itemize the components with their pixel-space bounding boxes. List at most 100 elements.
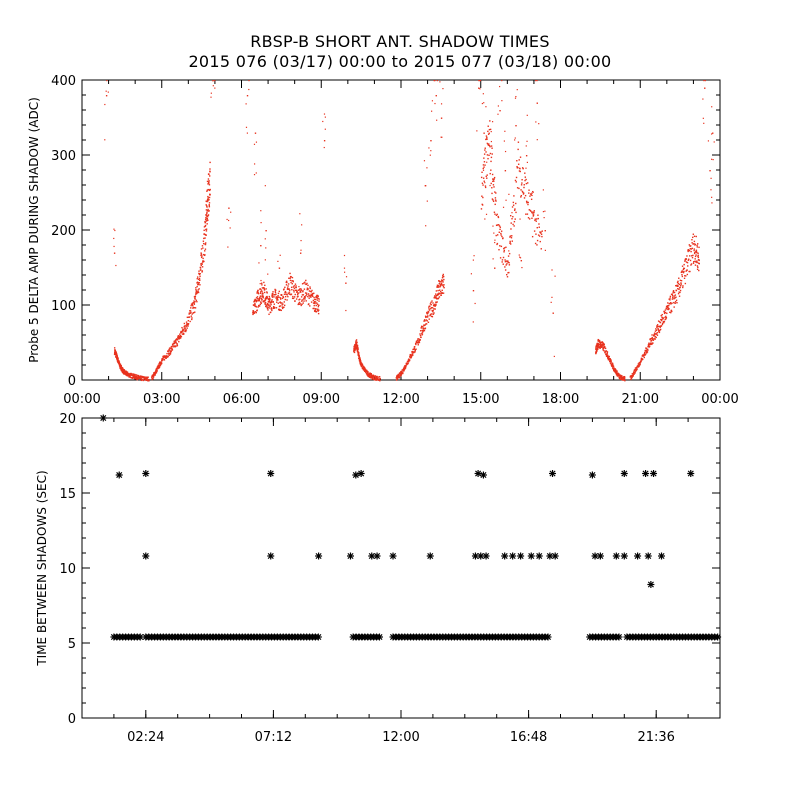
y-tick-label: 10 bbox=[59, 562, 76, 577]
data-point bbox=[199, 273, 201, 275]
data-point bbox=[536, 80, 538, 82]
data-point bbox=[318, 304, 320, 307]
data-point bbox=[704, 80, 706, 82]
data-point bbox=[512, 204, 515, 206]
data-point bbox=[212, 85, 214, 87]
data-point bbox=[673, 301, 675, 304]
data-point bbox=[669, 311, 671, 314]
data-point bbox=[697, 255, 699, 258]
data-point bbox=[656, 326, 658, 328]
data-point bbox=[283, 293, 286, 295]
data-point bbox=[158, 364, 160, 367]
data-point bbox=[278, 290, 280, 293]
data-point bbox=[315, 308, 317, 310]
data-point bbox=[595, 347, 597, 349]
data-point bbox=[509, 241, 511, 244]
data-point bbox=[142, 470, 150, 477]
data-point bbox=[436, 285, 439, 288]
data-point bbox=[482, 93, 484, 95]
data-point bbox=[441, 279, 443, 281]
data-point bbox=[420, 336, 422, 339]
data-point bbox=[658, 552, 666, 560]
data-point bbox=[692, 243, 694, 245]
data-point bbox=[644, 353, 647, 355]
data-point bbox=[436, 298, 438, 300]
data-point bbox=[509, 215, 512, 217]
data-point bbox=[523, 184, 525, 186]
data-point bbox=[508, 193, 510, 195]
data-point bbox=[301, 303, 303, 306]
data-point bbox=[309, 290, 312, 293]
data-point bbox=[302, 290, 304, 292]
data-point bbox=[602, 342, 605, 345]
data-point bbox=[207, 197, 210, 199]
data-point bbox=[293, 289, 295, 291]
data-point bbox=[154, 374, 156, 376]
data-point bbox=[439, 81, 441, 83]
data-point bbox=[670, 303, 672, 305]
data-point bbox=[291, 283, 293, 285]
data-point bbox=[122, 367, 124, 370]
data-point bbox=[643, 351, 646, 354]
data-point bbox=[645, 349, 647, 352]
data-point bbox=[687, 249, 690, 251]
data-point bbox=[523, 186, 525, 189]
data-point bbox=[293, 296, 296, 298]
data-point bbox=[357, 347, 359, 349]
data-point bbox=[200, 256, 203, 259]
data-point bbox=[311, 289, 313, 292]
data-point bbox=[430, 140, 432, 142]
data-point bbox=[438, 280, 440, 282]
data-point bbox=[313, 304, 315, 307]
data-point bbox=[181, 331, 183, 334]
data-point bbox=[316, 309, 318, 311]
data-point bbox=[256, 298, 259, 300]
data-point bbox=[148, 380, 150, 382]
data-point bbox=[297, 289, 300, 291]
data-point bbox=[279, 254, 281, 256]
data-point bbox=[360, 360, 362, 362]
data-point bbox=[427, 311, 430, 313]
data-point bbox=[631, 375, 633, 377]
data-point bbox=[619, 378, 622, 380]
data-point bbox=[258, 262, 260, 264]
data-point bbox=[418, 341, 421, 344]
data-point bbox=[170, 350, 172, 353]
data-point bbox=[354, 349, 356, 352]
data-point bbox=[514, 137, 516, 139]
data-point bbox=[424, 324, 426, 326]
data-point bbox=[696, 246, 699, 248]
data-point bbox=[194, 297, 196, 300]
data-point bbox=[663, 312, 666, 315]
data-point bbox=[277, 299, 279, 301]
data-point bbox=[198, 273, 201, 276]
data-point bbox=[516, 160, 518, 162]
data-point bbox=[266, 291, 268, 293]
data-point bbox=[520, 194, 523, 197]
data-point bbox=[268, 295, 271, 298]
data-point bbox=[315, 298, 317, 301]
data-point bbox=[369, 372, 372, 375]
data-point bbox=[170, 345, 173, 348]
data-point bbox=[489, 145, 491, 148]
data-point bbox=[638, 365, 640, 367]
data-point bbox=[611, 362, 614, 365]
data-point bbox=[524, 176, 527, 178]
data-point bbox=[675, 296, 677, 298]
data-point bbox=[193, 302, 195, 304]
data-point bbox=[713, 141, 715, 143]
data-point bbox=[483, 102, 485, 104]
data-point bbox=[659, 329, 661, 332]
data-point bbox=[290, 286, 293, 289]
data-point bbox=[206, 205, 208, 207]
asterisk-stroke bbox=[267, 552, 274, 560]
data-point bbox=[695, 249, 698, 251]
data-point bbox=[203, 233, 206, 235]
data-point bbox=[414, 349, 416, 351]
data-point bbox=[538, 235, 541, 237]
data-point bbox=[523, 192, 525, 194]
data-point bbox=[304, 296, 306, 298]
data-point bbox=[181, 333, 184, 335]
data-point bbox=[260, 245, 262, 247]
asterisk-stroke bbox=[352, 471, 359, 479]
